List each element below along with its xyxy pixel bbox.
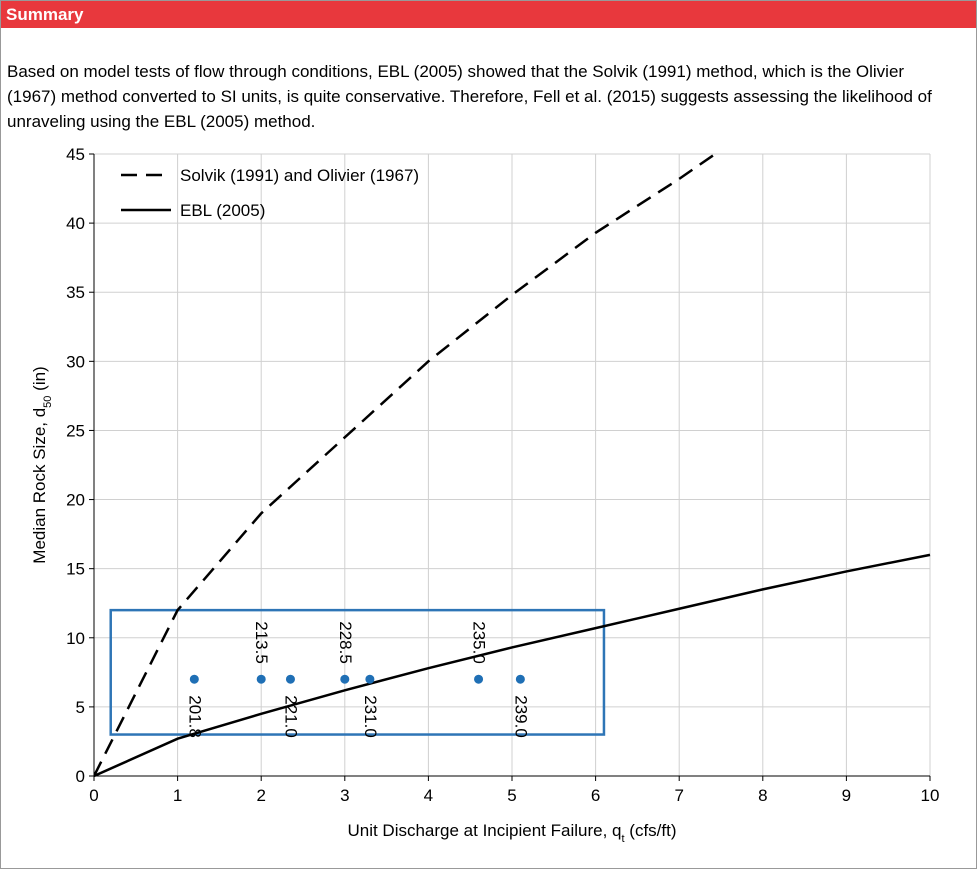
x-tick-label: 2 [256, 786, 265, 805]
x-tick-label: 8 [758, 786, 767, 805]
y-tick-label: 30 [66, 352, 85, 371]
x-tick-label: 5 [507, 786, 516, 805]
y-tick-label: 35 [66, 283, 85, 302]
point-label: 201.8 [185, 695, 204, 738]
x-tick-label: 10 [921, 786, 940, 805]
y-tick-label: 40 [66, 214, 85, 233]
point [474, 674, 484, 684]
y-tick-label: 10 [66, 629, 85, 648]
point [285, 674, 295, 684]
header: Summary [1, 1, 976, 28]
label-sub: 50 [42, 396, 54, 408]
point-label: 235.0 [470, 621, 489, 664]
legend-label: EBL (2005) [180, 201, 265, 220]
x-tick-label: 0 [89, 786, 98, 805]
point [189, 674, 199, 684]
legend-label: Solvik (1991) and Olivier (1967) [180, 166, 419, 185]
plot-lines [94, 153, 931, 777]
label-tail: (in) [30, 366, 49, 395]
point-label: 221.0 [281, 695, 300, 738]
point [515, 674, 525, 684]
point-label: 228.5 [336, 621, 355, 664]
point-label: 213.5 [252, 621, 271, 664]
label-text: Unit Discharge at Incipient Failure, q [347, 821, 621, 840]
x-tick-label: 7 [674, 786, 683, 805]
y-tick-label: 25 [66, 421, 85, 440]
label-sub: t [622, 833, 625, 845]
series-line [94, 153, 716, 777]
paragraph: Based on model tests of flow through con… [7, 62, 932, 131]
x-tick-label: 4 [424, 786, 433, 805]
box [109, 608, 606, 736]
point [256, 674, 266, 684]
series-line [94, 553, 931, 777]
label-text: Median Rock Size, d [30, 408, 49, 564]
x-label: Unit Discharge at Incipient Failure, qt … [347, 821, 676, 845]
y-tick-label: 45 [66, 145, 85, 164]
point [340, 674, 350, 684]
x-tick-label: 6 [591, 786, 600, 805]
y-tick-label: 5 [76, 698, 85, 717]
y-tick-label: 15 [66, 560, 85, 579]
point-label: 239.0 [511, 695, 530, 738]
x-tick-label: 9 [842, 786, 851, 805]
y-label: Median Rock Size, d50 (in) [30, 366, 54, 563]
label-tail: (cfs/ft) [625, 821, 677, 840]
point-label: 231.0 [361, 695, 380, 738]
x-tick-label: 3 [340, 786, 349, 805]
x-tick-label: 1 [173, 786, 182, 805]
y-tick-label: 0 [76, 767, 85, 786]
point [365, 674, 375, 684]
y-tick-label: 20 [66, 491, 85, 510]
